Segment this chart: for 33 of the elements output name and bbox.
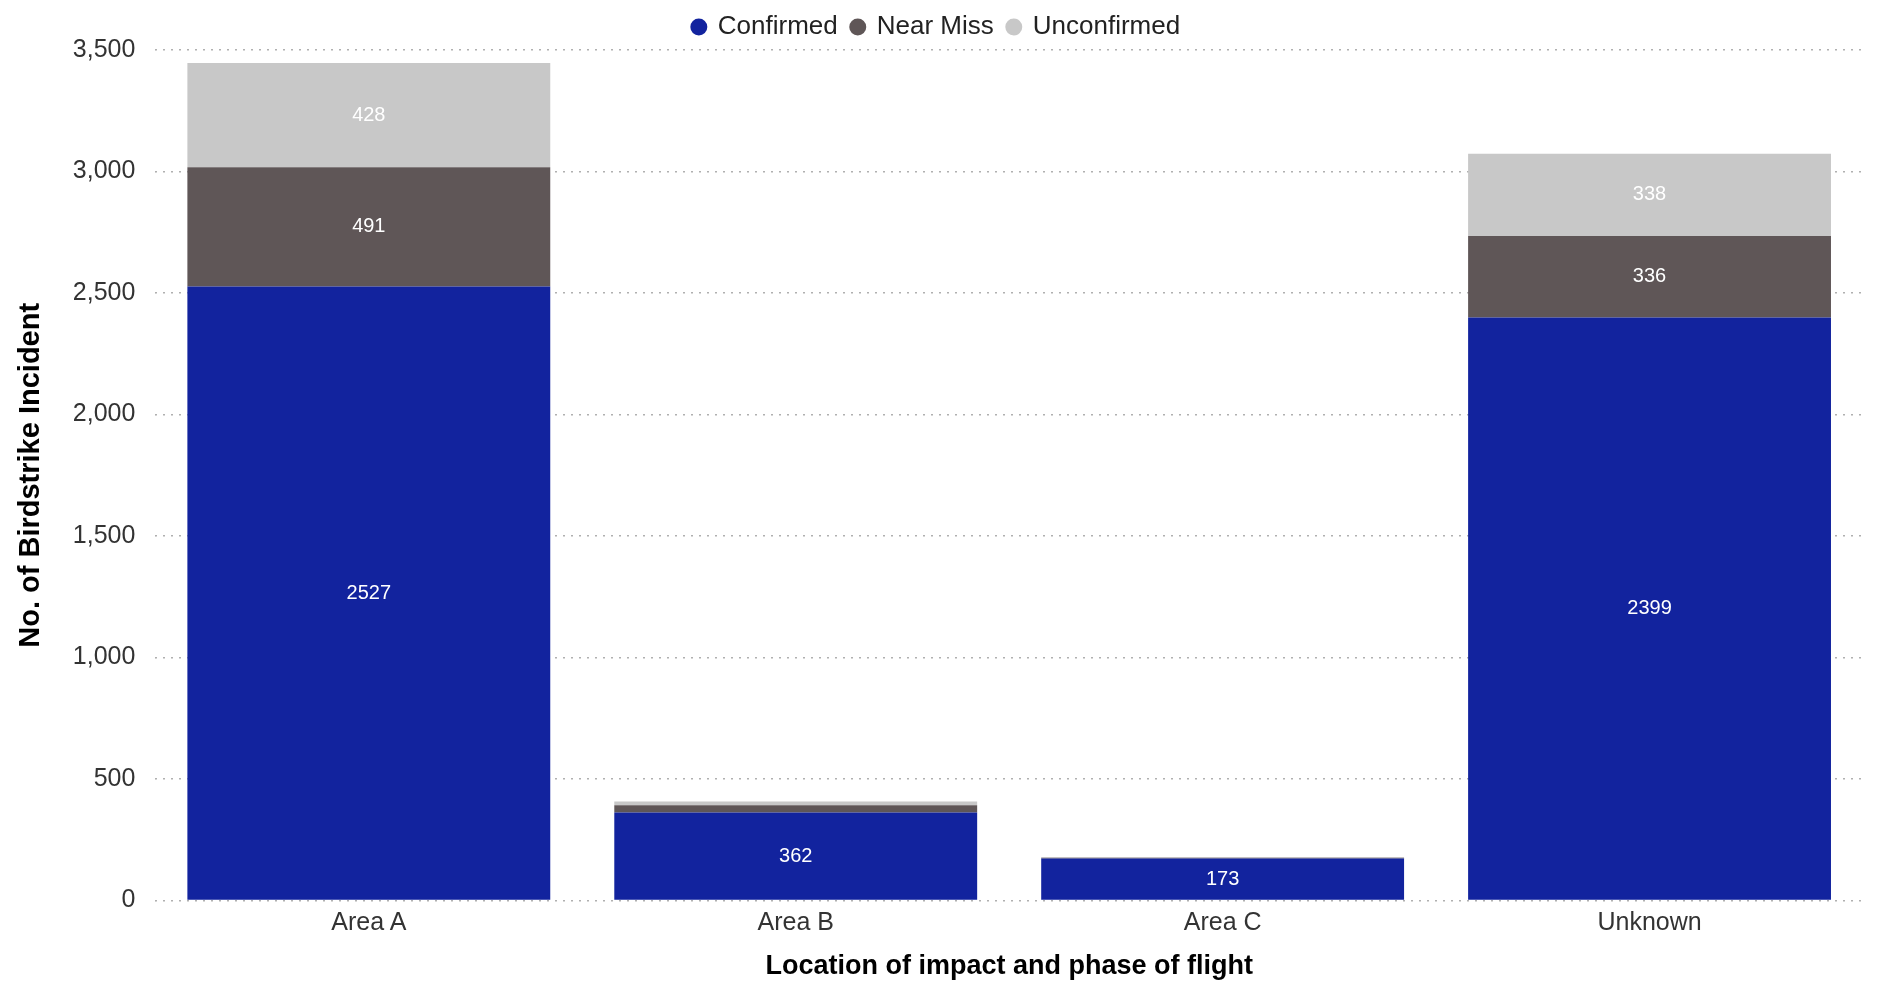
y-tick-label: 500: [93, 762, 136, 791]
y-tick-label: 1,000: [72, 641, 136, 670]
x-tick-label: Area A: [331, 907, 407, 936]
y-tick-label: 1,500: [72, 519, 136, 548]
legend-label: Confirmed: [717, 10, 838, 41]
bar: [1468, 153, 1831, 236]
data-label: 2399: [1627, 596, 1672, 619]
legend-label: Near Miss: [876, 10, 994, 41]
data-label: 362: [779, 843, 813, 866]
y-tick-label: 3,000: [72, 155, 136, 184]
x-axis-title: Location of impact and phase of flight: [765, 950, 1253, 981]
bar: [1468, 235, 1831, 318]
x-tick-label: Area C: [1183, 907, 1262, 936]
bar: [1041, 858, 1405, 900]
y-axis-title: No. of Birdstrike Incident: [13, 302, 46, 648]
bar: [187, 167, 551, 287]
bar: [614, 812, 978, 900]
x-tick-label: Unknown: [1597, 907, 1702, 936]
legend-label: Unconfirmed: [1032, 10, 1181, 41]
data-label: 2527: [346, 580, 392, 603]
data-label: 491: [352, 214, 386, 237]
bar: [614, 801, 978, 806]
x-tick-label: Area B: [757, 907, 834, 936]
data-label: 336: [1632, 264, 1667, 287]
y-tick-label: 3,500: [72, 33, 136, 62]
data-label: 173: [1205, 866, 1240, 889]
y-tick-label: 2,000: [72, 398, 136, 427]
y-tick-label: 2,500: [72, 276, 136, 305]
bar: [614, 805, 978, 813]
bar: [187, 63, 551, 168]
bar: [1468, 317, 1831, 900]
y-tick-label: 0: [121, 884, 136, 913]
bar: [187, 286, 551, 900]
